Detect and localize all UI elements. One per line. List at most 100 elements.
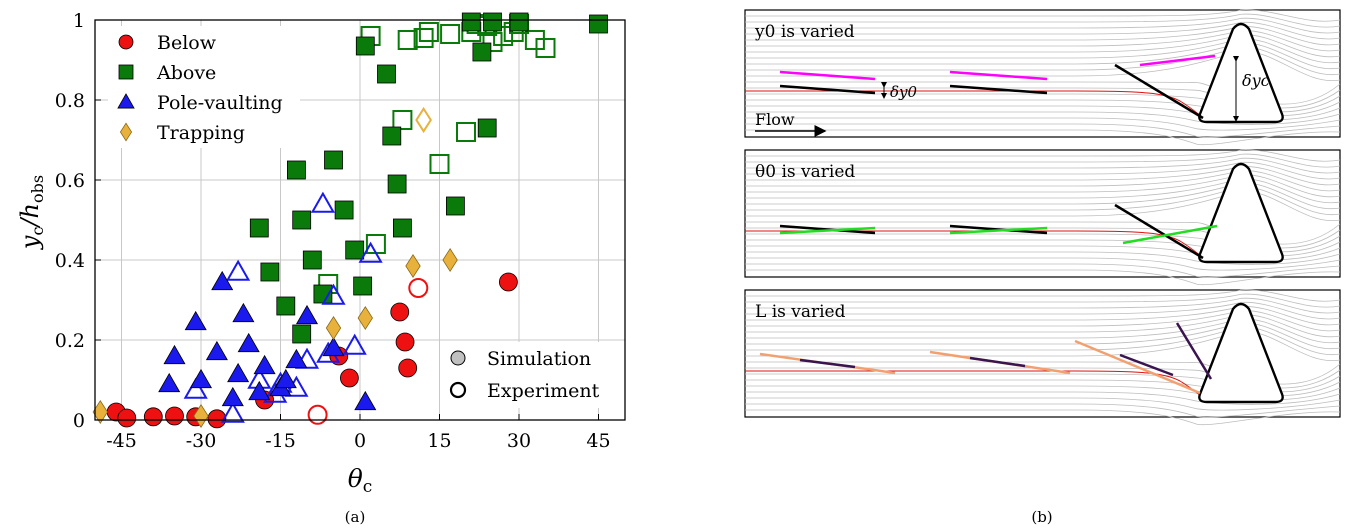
streamline — [745, 111, 1341, 125]
legend-marker-pole-vaulting — [117, 93, 135, 109]
above-simulation-point — [382, 126, 402, 146]
streamline — [745, 297, 1341, 314]
pole-vaulting-simulation-point — [354, 390, 377, 411]
y-tick-label: 1 — [73, 10, 85, 32]
streamline — [745, 367, 1341, 389]
legend-background — [108, 26, 300, 148]
streamline — [745, 403, 1341, 418]
schematic-panel-3: L is varied — [744, 289, 1341, 426]
y-tick-label: 0 — [73, 410, 85, 432]
streamline — [745, 361, 1341, 385]
legend-marker-below — [118, 34, 134, 50]
legend-marker-simulation — [450, 350, 466, 366]
streamline — [745, 17, 1341, 34]
fibre-shifted — [1139, 54, 1216, 67]
y-tick-label: 0.2 — [55, 330, 85, 352]
pole-vaulting-simulation-point — [322, 336, 345, 357]
above-experiment-point — [482, 32, 503, 52]
legend-marker-above — [118, 64, 134, 80]
fibre-reference — [949, 84, 1048, 95]
above-simulation-point — [302, 250, 322, 270]
above-simulation-point — [477, 118, 497, 138]
streamline — [745, 221, 1341, 245]
above-simulation-point — [292, 210, 312, 230]
obstacle-triangle — [1198, 162, 1284, 264]
streamline — [745, 397, 1341, 411]
streamline — [745, 251, 1341, 265]
pole-vaulting-simulation-point — [237, 332, 260, 353]
streamline — [745, 22, 1341, 40]
schematic-panel-label: y0 is varied — [754, 22, 855, 42]
streamline — [745, 373, 1341, 393]
streamline — [745, 257, 1341, 271]
pole-vaulting-simulation-point — [189, 368, 213, 389]
fibre-short — [1119, 353, 1174, 377]
pole-vaulting-simulation-point — [211, 270, 234, 291]
obstacle-triangle — [1198, 302, 1284, 404]
above-experiment-point — [397, 30, 418, 50]
schematic-panel-1: y0 is varied δy0 δyc Flow — [744, 9, 1341, 146]
x-tick-label: 0 — [354, 430, 366, 452]
above-simulation-point — [345, 240, 365, 260]
fibre-shifted — [779, 70, 876, 81]
pole-vaulting-simulation-point — [232, 302, 255, 323]
pole-vaulting-simulation-point — [158, 372, 181, 393]
streamline — [745, 302, 1341, 320]
obstacle-triangle — [1198, 22, 1284, 124]
fibre-reference — [1114, 63, 1204, 120]
schematic-panels: y0 is varied δy0 δyc Flow θ0 is varied L is v… — [744, 9, 1341, 426]
streamline — [745, 123, 1341, 138]
fibre-short-end — [1175, 322, 1213, 380]
above-experiment-point — [418, 22, 439, 42]
x-axis-label: θc — [348, 464, 373, 497]
x-tick-label: 45 — [586, 430, 610, 452]
above-simulation-point — [509, 12, 529, 32]
x-tick-label: 30 — [507, 430, 531, 452]
pole-vaulting-simulation-point — [274, 368, 297, 389]
streamline — [745, 9, 1341, 22]
pole-vaulting-simulation-point — [221, 386, 244, 407]
above-experiment-point — [456, 122, 476, 142]
above-experiment-point — [413, 28, 434, 48]
below-experiment-point — [408, 278, 429, 298]
pole-vaulting-experiment-point — [321, 283, 346, 305]
legend-sim-exp: Simulation Experiment — [445, 342, 620, 408]
above-simulation-point — [355, 36, 375, 56]
streamline — [745, 269, 1341, 286]
pole-vaulting-simulation-point — [205, 340, 228, 361]
streamline — [745, 233, 1341, 253]
above-simulation-point — [292, 324, 312, 344]
below-simulation-point — [398, 358, 418, 378]
pole-vaulting-experiment-point — [220, 401, 245, 423]
streamline — [745, 391, 1341, 405]
streamline — [745, 289, 1341, 302]
pole-vaulting-simulation-point — [248, 380, 271, 401]
below-simulation-point — [390, 302, 410, 322]
streamline — [745, 157, 1341, 174]
streamline — [745, 263, 1341, 278]
data-markers — [92, 12, 608, 429]
legend-marker-trapping — [119, 122, 133, 142]
trapping-experiment-point — [415, 106, 432, 134]
y-axis-label-group: yc/hobs — [16, 175, 47, 250]
below-simulation-point — [165, 406, 184, 426]
pole-vaulting-experiment-point — [226, 259, 251, 281]
legend: Below Above Pole-vaulting Trapping — [108, 26, 300, 148]
streamline — [745, 117, 1341, 131]
above-experiment-point — [535, 38, 556, 58]
schematic-panel-label: L is varied — [755, 302, 846, 322]
x-tick-label: -15 — [265, 430, 296, 452]
x-axis-ticks: -45 -30 -15 0 15 30 45 — [106, 414, 611, 452]
above-simulation-point — [392, 218, 412, 238]
trapping-simulation-point — [357, 306, 373, 330]
above-simulation-point — [461, 12, 481, 32]
pole-vaulting-experiment-point — [358, 241, 383, 263]
above-simulation-point — [483, 12, 502, 32]
pole-vaulting-experiment-point — [310, 191, 335, 213]
caption-a: (a) — [345, 508, 366, 526]
legend-label-above: Above — [156, 62, 216, 84]
below-simulation-point — [339, 368, 359, 388]
schematic-panel-label: θ0 is varied — [755, 162, 855, 182]
above-simulation-point — [249, 218, 269, 238]
